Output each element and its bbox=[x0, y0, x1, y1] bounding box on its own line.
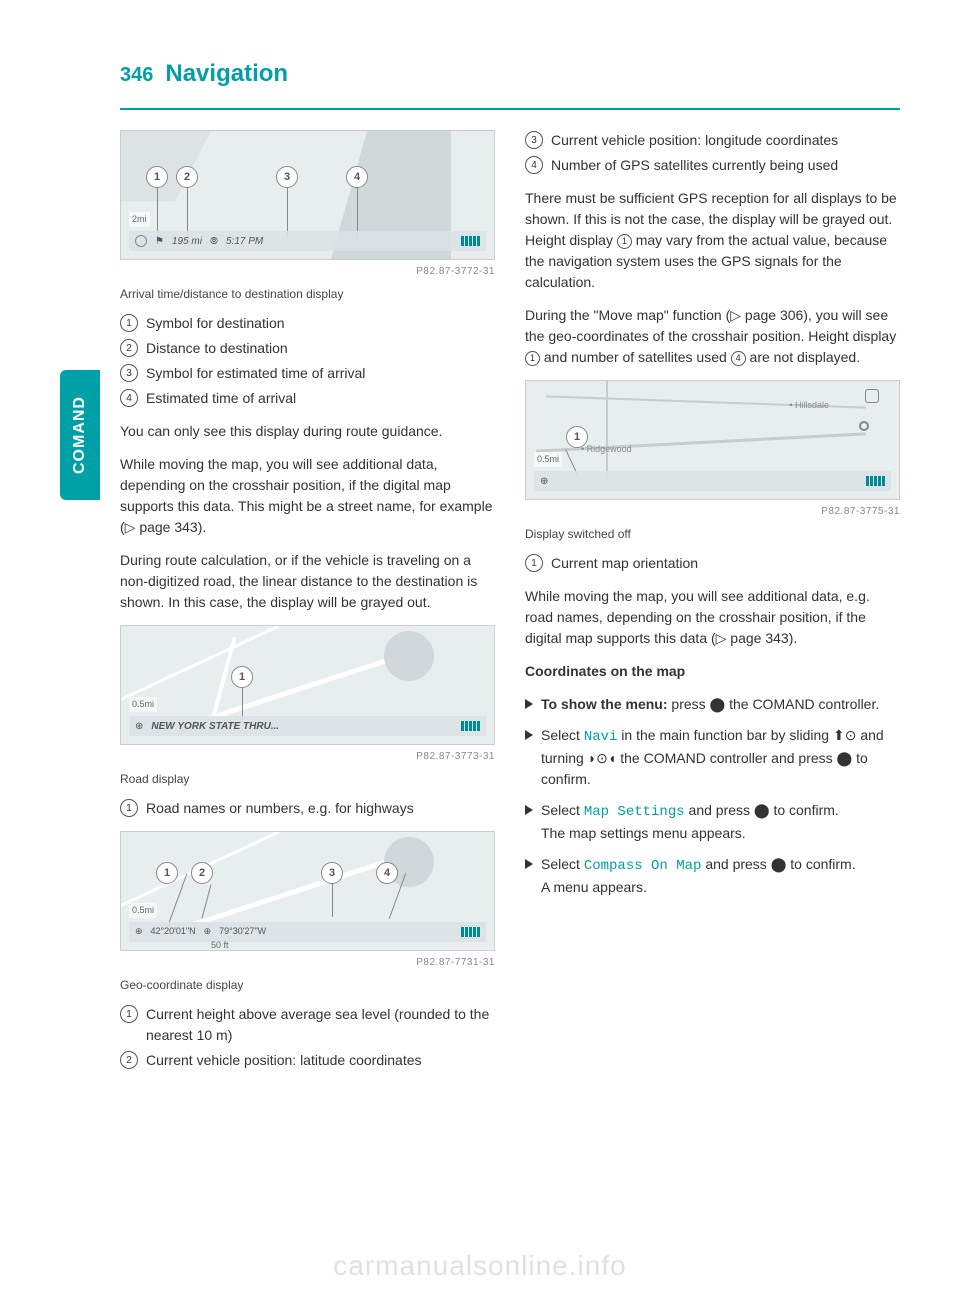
triangle-icon bbox=[525, 699, 533, 709]
marker-2: 2 bbox=[191, 862, 213, 884]
para-r1: There must be sufficient GPS reception f… bbox=[525, 188, 900, 293]
para-3: During route calculation, or if the vehi… bbox=[120, 550, 495, 613]
scale-label: 0.5mi bbox=[534, 452, 562, 468]
watermark: carmanualsonline.info bbox=[0, 1250, 960, 1282]
triangle-icon bbox=[525, 805, 533, 815]
fig1-caption: Arrival time/distance to destination dis… bbox=[120, 285, 495, 303]
marker-4: 4 bbox=[346, 166, 368, 188]
page-header: 346 Navigation bbox=[120, 60, 900, 88]
para-2: While moving the map, you will see addit… bbox=[120, 454, 495, 538]
page: 346 Navigation COMAND 1 2 3 4 2mi bbox=[0, 0, 960, 1123]
status-bar: ⊕ NEW YORK STATE THRU... bbox=[129, 716, 486, 736]
fig3-caption: Geo-coordinate display bbox=[120, 976, 495, 994]
side-tab: COMAND bbox=[60, 370, 100, 500]
fig4-caption: Display switched off bbox=[525, 525, 900, 543]
scale-label: 0.5mi bbox=[129, 697, 157, 713]
fig2-num: P82.87-3773-31 bbox=[120, 749, 495, 764]
marker-3: 3 bbox=[321, 862, 343, 884]
status-bar: ⚑ 195 mi ⦾ 5:17 PM bbox=[129, 231, 486, 251]
header-rule bbox=[120, 108, 900, 110]
left-column: 1 2 3 4 2mi ⚑ 195 mi ⦾ 5:17 PM P82.87-3 bbox=[120, 130, 495, 1083]
status-bar: ⊕ 42°20'01"N ⊕ 79°30'27"W bbox=[129, 922, 486, 942]
marker-1: 1 bbox=[566, 426, 588, 448]
status-bar: ⊕ bbox=[534, 471, 891, 491]
page-number: 346 bbox=[120, 64, 153, 87]
marker-1: 1 bbox=[156, 862, 178, 884]
marker-2: 2 bbox=[176, 166, 198, 188]
columns: 1 2 3 4 2mi ⚑ 195 mi ⦾ 5:17 PM P82.87-3 bbox=[120, 130, 900, 1083]
instruction-3: Select Map Settings and press ⬤ to confi… bbox=[525, 800, 900, 844]
side-tab-label: COMAND bbox=[71, 396, 89, 474]
para-1: You can only see this display during rou… bbox=[120, 421, 495, 442]
heading-coords: Coordinates on the map bbox=[525, 661, 900, 682]
marker-3: 3 bbox=[276, 166, 298, 188]
marker-4: 4 bbox=[376, 862, 398, 884]
fig1-num: P82.87-3772-31 bbox=[120, 264, 495, 279]
instruction-1: To show the menu: press ⬤ the COMAND con… bbox=[525, 694, 900, 715]
fig1-legend: 1Symbol for destination 2Distance to des… bbox=[120, 313, 495, 409]
right-column: 3Current vehicle position: longitude coo… bbox=[525, 130, 900, 1083]
marker-1: 1 bbox=[146, 166, 168, 188]
figure-arrival-display: 1 2 3 4 2mi ⚑ 195 mi ⦾ 5:17 PM bbox=[120, 130, 495, 260]
fig4-legend: 1Current map orientation bbox=[525, 553, 900, 574]
scale-label: 0.5mi bbox=[129, 903, 157, 919]
fig2-caption: Road display bbox=[120, 770, 495, 788]
page-title: Navigation bbox=[165, 60, 288, 88]
para-r3: While moving the map, you will see addit… bbox=[525, 586, 900, 649]
figure-geo-display: 1 2 3 4 0.5mi ⊕ 42°20'01"N ⊕ 79°30'27"W … bbox=[120, 831, 495, 951]
marker-1: 1 bbox=[231, 666, 253, 688]
fig3-legend: 1Current height above average sea level … bbox=[120, 1004, 495, 1071]
figure-display-off: • Hillsdale • Ridgewood 1 0.5mi ⊕ bbox=[525, 380, 900, 500]
triangle-icon bbox=[525, 730, 533, 740]
fig2-legend: 1Road names or numbers, e.g. for highway… bbox=[120, 798, 495, 819]
legend-cont: 3Current vehicle position: longitude coo… bbox=[525, 130, 900, 176]
triangle-icon bbox=[525, 859, 533, 869]
fig4-num: P82.87-3775-31 bbox=[525, 504, 900, 519]
para-r2: During the "Move map" function (▷ page 3… bbox=[525, 305, 900, 368]
figure-road-display: 1 0.5mi ⊕ NEW YORK STATE THRU... bbox=[120, 625, 495, 745]
instruction-2: Select Navi in the main function bar by … bbox=[525, 725, 900, 790]
fig3-num: P82.87-7731-31 bbox=[120, 955, 495, 970]
instruction-4: Select Compass On Map and press ⬤ to con… bbox=[525, 854, 900, 898]
scale-label: 2mi bbox=[129, 212, 150, 228]
